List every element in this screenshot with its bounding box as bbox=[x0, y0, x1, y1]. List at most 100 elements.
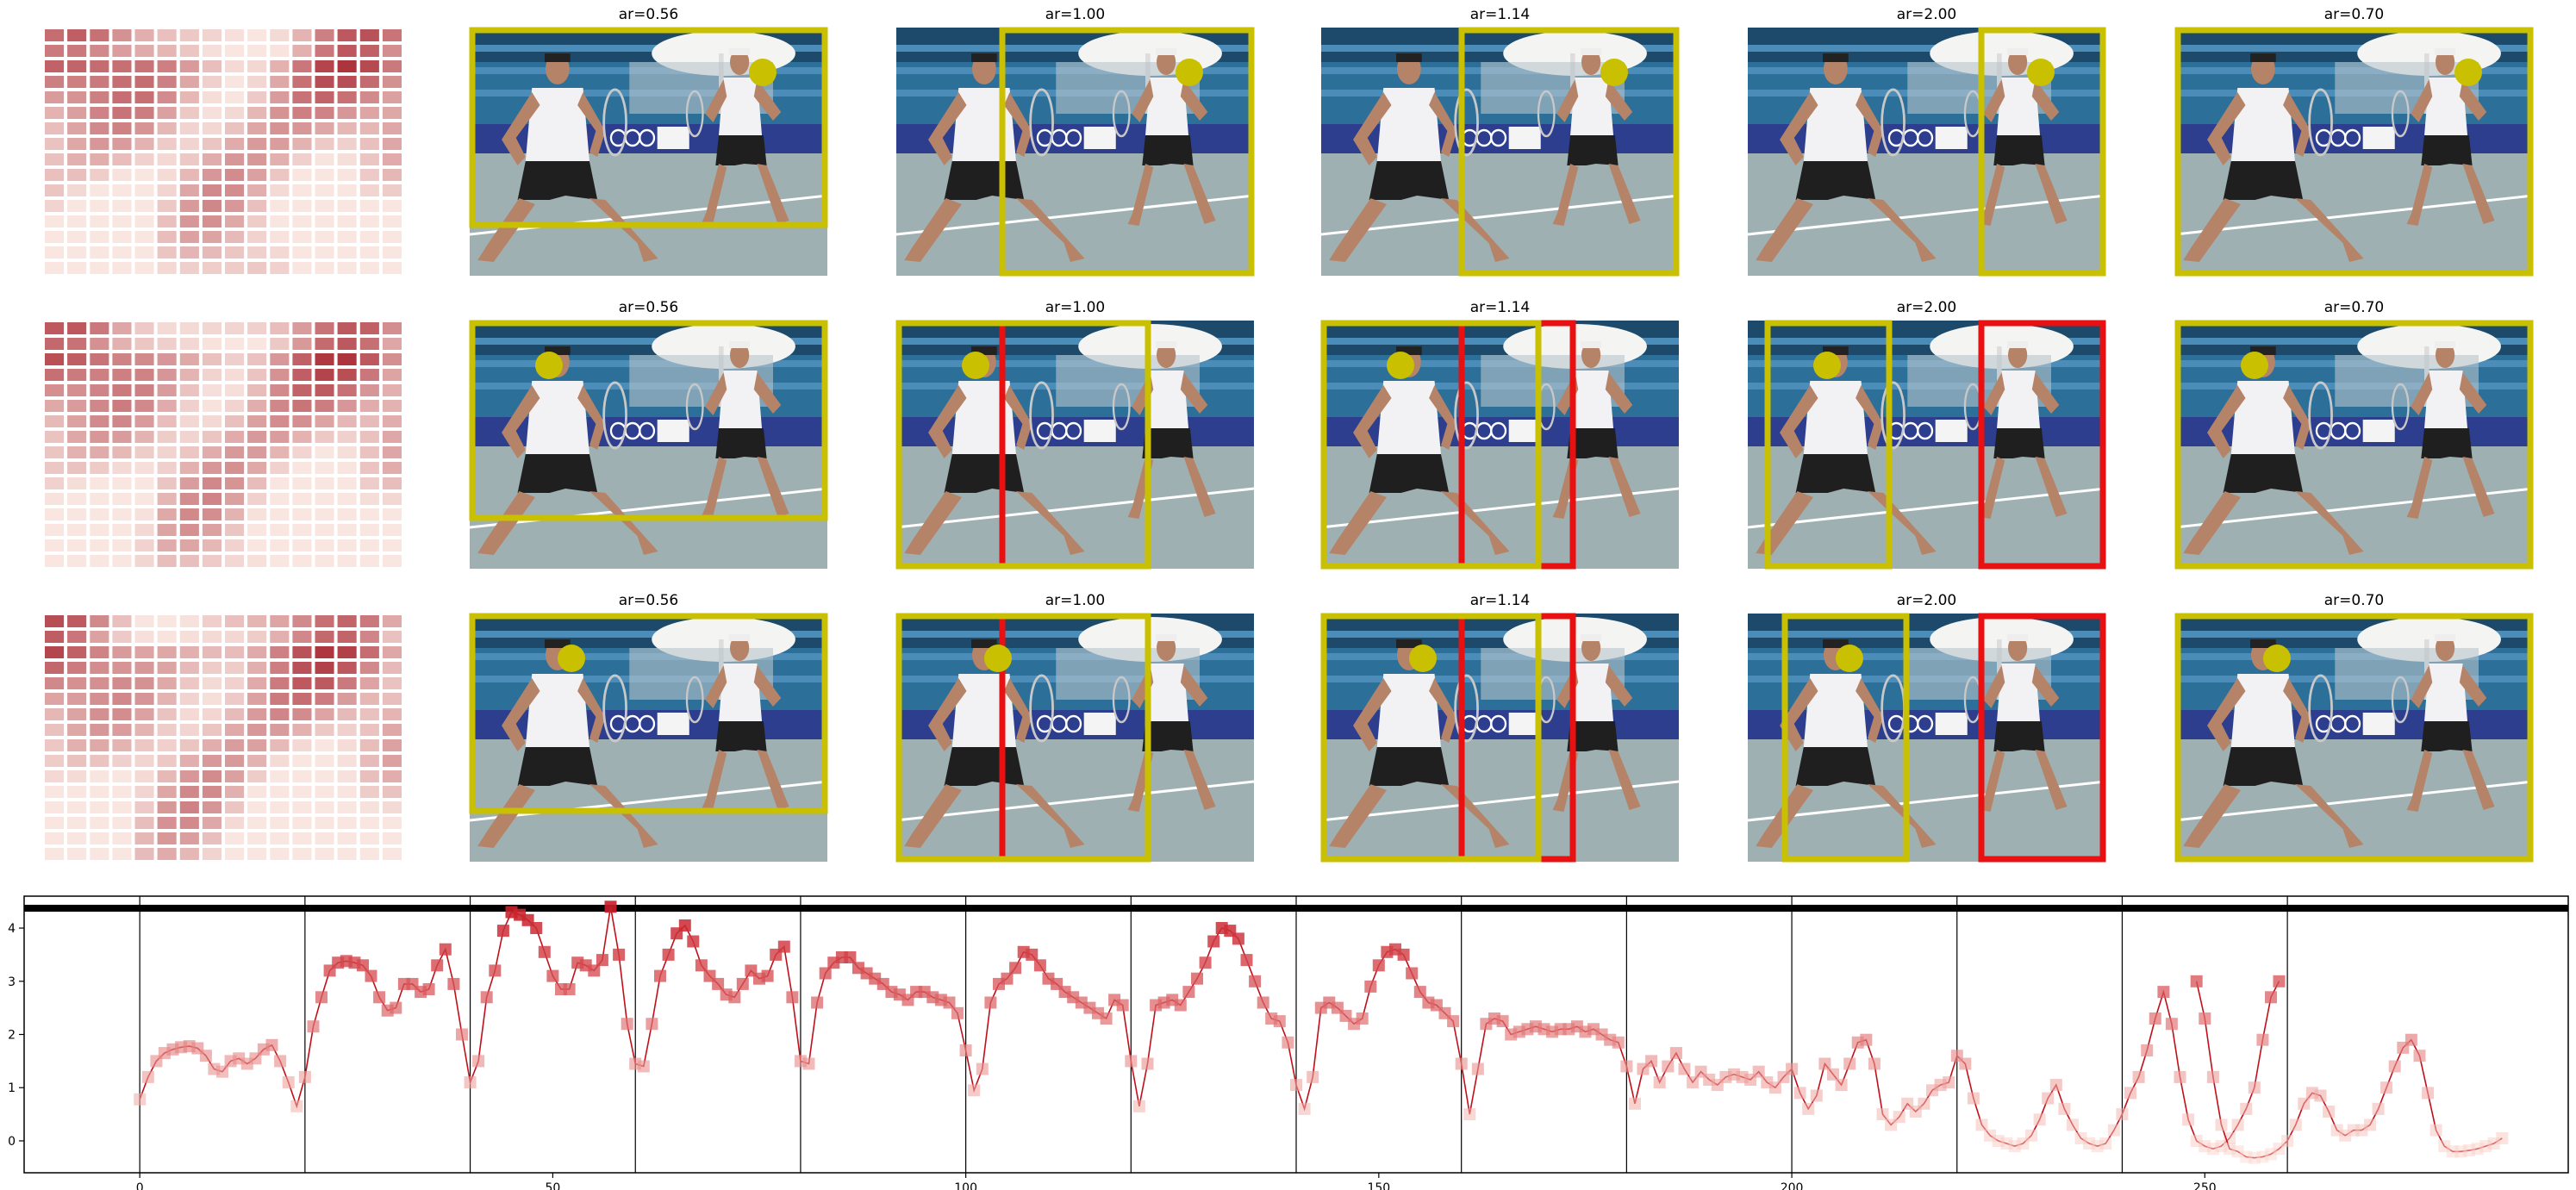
heatmap-cell bbox=[157, 539, 177, 551]
heatmap-cell bbox=[90, 446, 109, 458]
heatmap-cell bbox=[134, 615, 154, 627]
heatmap-cell bbox=[225, 369, 245, 381]
heatmap-cell bbox=[292, 524, 312, 536]
x-tick-label: 150 bbox=[1367, 1181, 1390, 1190]
heatmap-cell bbox=[382, 45, 402, 57]
heatmap-cell bbox=[270, 138, 290, 150]
data-point bbox=[2240, 1102, 2253, 1115]
data-point bbox=[2165, 1018, 2178, 1031]
data-point bbox=[1612, 1036, 1625, 1049]
heatmap-cell bbox=[112, 384, 132, 396]
heatmap-cell bbox=[202, 708, 221, 720]
data-point bbox=[2298, 1097, 2311, 1110]
data-point bbox=[1207, 935, 1220, 948]
heatmap-cell bbox=[157, 200, 177, 212]
heatmap-cell bbox=[270, 431, 290, 443]
data-point bbox=[1768, 1081, 1781, 1094]
heatmap-cell bbox=[90, 415, 109, 427]
panel-title: ar=1.14 bbox=[1470, 299, 1531, 316]
heatmap-cell bbox=[134, 524, 154, 536]
heatmap-cell bbox=[292, 415, 312, 427]
point-marker bbox=[535, 352, 563, 379]
heatmap-cell bbox=[292, 76, 312, 88]
heatmap-cell bbox=[292, 555, 312, 567]
data-point bbox=[2083, 1137, 2096, 1150]
heatmap-cell bbox=[179, 786, 199, 798]
heatmap-cell bbox=[359, 153, 379, 165]
heatmap-cell bbox=[202, 817, 221, 829]
heatmap-cell bbox=[112, 615, 132, 627]
data-point bbox=[1356, 1012, 1369, 1025]
heatmap-cell bbox=[112, 200, 132, 212]
heatmap-cell bbox=[134, 45, 154, 57]
heatmap-cell bbox=[315, 200, 334, 212]
heatmap-cell bbox=[112, 138, 132, 150]
panel-title: ar=2.00 bbox=[1897, 592, 1957, 609]
heatmap-cell bbox=[202, 415, 221, 427]
heatmap-cell bbox=[247, 739, 267, 751]
red-crop-box bbox=[1978, 320, 2106, 570]
heatmap-cell bbox=[112, 693, 132, 705]
heatmap-cell bbox=[90, 615, 109, 627]
heatmap-cell bbox=[179, 631, 199, 643]
heatmap-cell bbox=[382, 400, 402, 412]
heatmap-cell bbox=[45, 817, 65, 829]
heatmap-cell bbox=[202, 246, 221, 259]
heatmap-cell bbox=[315, 708, 334, 720]
data-point bbox=[2199, 1012, 2211, 1025]
heatmap-cell bbox=[45, 200, 65, 212]
heatmap-cell bbox=[90, 262, 109, 274]
heatmap-cell bbox=[134, 400, 154, 412]
heatmap-cell bbox=[112, 524, 132, 536]
heatmap-cell bbox=[292, 693, 312, 705]
heatmap-cell bbox=[359, 646, 379, 658]
heatmap-cell bbox=[247, 431, 267, 443]
heatmap-cell bbox=[90, 369, 109, 381]
heatmap-cell bbox=[270, 446, 290, 458]
series-layer bbox=[134, 900, 2509, 1164]
yellow-crop-box bbox=[2174, 320, 2534, 570]
data-point bbox=[777, 940, 790, 953]
heatmap-cell bbox=[337, 508, 357, 520]
heatmap-cell bbox=[225, 262, 245, 274]
heatmap-cell bbox=[67, 184, 87, 196]
data-point bbox=[1290, 1079, 1302, 1092]
data-point bbox=[1125, 1055, 1138, 1068]
heatmap-cell bbox=[382, 708, 402, 720]
data-point bbox=[1240, 954, 1253, 967]
heatmap-cell bbox=[270, 169, 290, 181]
heatmap-cell bbox=[315, 262, 334, 274]
heatmap-cell bbox=[225, 555, 245, 567]
data-point bbox=[307, 1020, 320, 1033]
heatmap-cell bbox=[225, 107, 245, 119]
data-point bbox=[1860, 1033, 1873, 1046]
heatmap-cell bbox=[337, 384, 357, 396]
heatmap-cell bbox=[315, 739, 334, 751]
heatmap-cell bbox=[90, 200, 109, 212]
heatmap-cell bbox=[315, 246, 334, 259]
heatmap-cell bbox=[90, 215, 109, 227]
heatmap-cell bbox=[112, 477, 132, 489]
data-point bbox=[1893, 1111, 1905, 1124]
data-point bbox=[365, 969, 377, 982]
heatmap-cell bbox=[179, 184, 199, 196]
heatmap-cell bbox=[337, 724, 357, 736]
heatmap-cell bbox=[112, 262, 132, 274]
heatmap-cell bbox=[134, 415, 154, 427]
heatmap-cell bbox=[45, 693, 65, 705]
heatmap-cell bbox=[134, 322, 154, 334]
yellow-crop-box bbox=[2174, 613, 2534, 863]
heatmap-cell bbox=[202, 646, 221, 658]
yellow-crop-box bbox=[1764, 320, 1893, 570]
heatmap-cell bbox=[67, 45, 87, 57]
heatmap-cell bbox=[134, 508, 154, 520]
heatmap-cell bbox=[315, 631, 334, 643]
heatmap-cell bbox=[315, 646, 334, 658]
heatmap-cell bbox=[67, 369, 87, 381]
tennis-photo bbox=[469, 613, 828, 862]
data-point bbox=[390, 1001, 402, 1014]
heatmap-cell bbox=[292, 755, 312, 767]
heatmap-cell bbox=[247, 677, 267, 689]
heatmap-cell bbox=[292, 477, 312, 489]
heatmap-cell bbox=[247, 29, 267, 41]
